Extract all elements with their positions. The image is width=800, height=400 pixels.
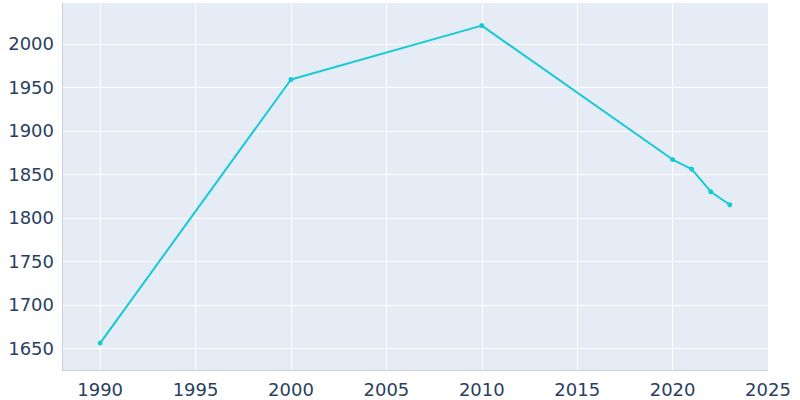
- svg-text:1750: 1750: [8, 251, 54, 272]
- svg-text:2025: 2025: [745, 379, 791, 400]
- svg-text:1950: 1950: [8, 77, 54, 98]
- svg-text:1800: 1800: [8, 207, 54, 228]
- svg-text:1650: 1650: [8, 338, 54, 359]
- svg-text:1900: 1900: [8, 120, 54, 141]
- svg-text:1995: 1995: [173, 379, 219, 400]
- svg-text:2000: 2000: [8, 33, 54, 54]
- svg-text:1700: 1700: [8, 294, 54, 315]
- svg-text:1850: 1850: [8, 164, 54, 185]
- svg-text:2000: 2000: [268, 379, 314, 400]
- svg-text:1990: 1990: [77, 379, 123, 400]
- svg-text:2020: 2020: [650, 379, 696, 400]
- svg-text:2015: 2015: [554, 379, 600, 400]
- svg-text:2005: 2005: [363, 379, 409, 400]
- svg-text:2010: 2010: [459, 379, 505, 400]
